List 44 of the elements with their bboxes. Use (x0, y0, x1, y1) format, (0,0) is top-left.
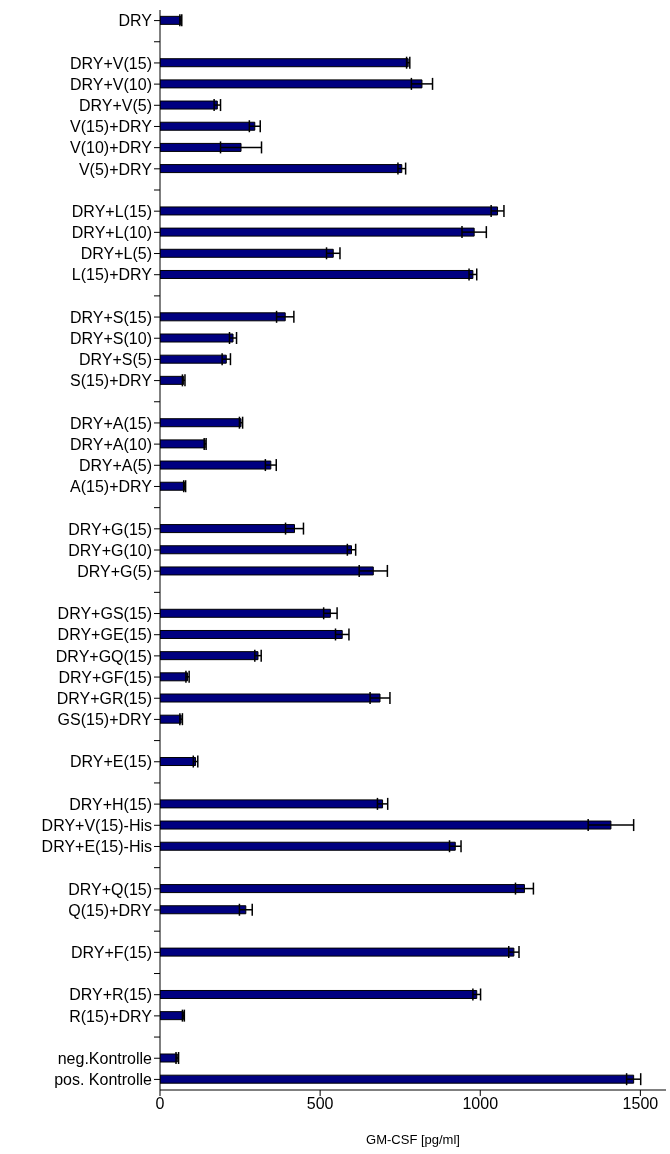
x-tick-label: 1000 (462, 1095, 499, 1113)
y-tick-label: R(15)+DRY (69, 1007, 153, 1025)
y-tick-label: DRY+GQ(15) (55, 647, 152, 665)
y-tick-label: DRY+V(10) (70, 75, 152, 93)
y-tick-label: DRY+G(5) (77, 562, 152, 580)
y-tick-label: DRY+S(15) (70, 308, 152, 326)
y-tick-label: DRY+S(10) (70, 329, 152, 347)
y-tick-label: DRY+A(10) (70, 435, 152, 453)
x-tick-label: 500 (306, 1095, 334, 1113)
y-tick-label: DRY+L(5) (80, 245, 152, 263)
y-tick-label: DRY+A(15) (70, 414, 152, 432)
y-tick-label: DRY+R(15) (69, 986, 152, 1004)
y-tick-label: S(15)+DRY (70, 372, 153, 390)
x-axis-title: GM-CSF [pg/ml] (366, 1132, 460, 1147)
y-tick-label: DRY+GS(15) (57, 605, 152, 623)
y-tick-label: DRY+S(5) (78, 351, 152, 369)
y-tick-label: DRY+G(15) (68, 520, 152, 538)
y-tick-label: DRY+GF(15) (58, 668, 152, 686)
y-tick-label: DRY+V(15) (70, 54, 152, 72)
y-tick-label: DRY+G(10) (68, 541, 152, 559)
y-tick-label: V(5)+DRY (78, 160, 153, 178)
y-tick-label: DRY (118, 12, 153, 30)
y-tick-label: DRY+V(5) (78, 96, 152, 114)
y-tick-label: DRY+H(15) (69, 795, 152, 813)
y-tick-label: DRY+GR(15) (56, 689, 152, 707)
y-tick-label: DRY+A(5) (78, 456, 152, 474)
y-tick-label: V(15)+DRY (70, 118, 153, 136)
x-tick-label: 1500 (622, 1095, 659, 1113)
y-tick-label: DRY+GE(15) (57, 626, 152, 644)
y-tick-label: GS(15)+DRY (57, 711, 153, 729)
y-tick-label: pos. Kontrolle (54, 1071, 153, 1089)
y-tick-label: DRY+L(15) (71, 202, 152, 220)
y-tick-label: DRY+Q(15) (68, 880, 152, 898)
y-tick-label: L(15)+DRY (71, 266, 153, 284)
y-tick-label: neg.Kontrolle (57, 1049, 153, 1067)
x-tick-label: 0 (155, 1095, 165, 1113)
y-tick-label: V(10)+DRY (70, 139, 153, 157)
y-tick-label: A(15)+DRY (70, 478, 153, 496)
y-tick-label: DRY+E(15) (70, 753, 152, 771)
y-tick-label: DRY+F(15) (70, 944, 152, 962)
y-tick-label: DRY+E(15)-His (41, 838, 152, 856)
y-tick-label: Q(15)+DRY (68, 901, 153, 919)
y-tick-label: DRY+V(15)-His (41, 816, 152, 834)
y-tick-label: DRY+L(10) (71, 224, 152, 242)
